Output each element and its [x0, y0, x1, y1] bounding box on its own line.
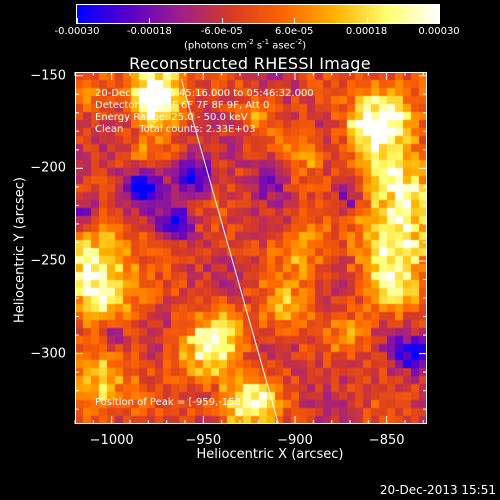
colorbar-tick — [294, 18, 296, 24]
colorbar-tick-label: 0.00018 — [345, 26, 388, 37]
colorbar-tick — [439, 18, 440, 24]
colorbar-tick — [221, 18, 223, 24]
colorbar-tick — [77, 18, 78, 24]
colorbar-tick — [149, 18, 151, 24]
annotation-clean-counts: Clean Total counts: 2.33E+03 — [95, 124, 256, 135]
colorbar-tick-label: -6.0e-05 — [200, 26, 243, 37]
units-exp: -2 — [295, 38, 303, 46]
x-tick-label: −900 — [277, 433, 313, 448]
units-part: (photons cm — [184, 40, 247, 52]
units-exp: -2 — [246, 38, 254, 46]
units-part: ) — [302, 40, 307, 52]
units-part: s — [253, 40, 263, 52]
solar-limb-line — [180, 79, 279, 425]
x-tick-label: −850 — [368, 433, 405, 448]
annotation-energy-range: Energy Range: 25.0 - 50.0 keV — [95, 112, 248, 123]
annotation-detectors: Detectors: 3F 5F 6F 7F 8F 9F, Att 0 — [95, 100, 270, 111]
y-tick-label: −200 — [30, 160, 66, 176]
y-tick-label: −150 — [30, 68, 66, 84]
plot-timestamp: 20-Dec-2013 15:51 — [379, 483, 496, 497]
x-axis-label: Heliocentric X (arcsec) — [196, 447, 344, 462]
x-tick-label: −1000 — [89, 433, 134, 448]
y-tick-label: −300 — [30, 346, 66, 362]
chart-title: Reconstructed RHESSI Image — [129, 54, 371, 73]
units-exp: -1 — [262, 38, 270, 46]
colorbar-units: (photons cm-2 s-1 asec-2) — [184, 38, 306, 51]
annotation-time-range: 20-Dec-2013 05:45:16.000 to 05:46:32.000 — [95, 88, 314, 99]
heatmap-image — [75, 72, 427, 424]
colorbar-tick-label: -0.00030 — [54, 26, 100, 37]
axis-ticks — [74, 72, 427, 424]
y-tick-label: −250 — [30, 253, 66, 269]
x-tick-label: −950 — [185, 433, 222, 448]
colorbar — [76, 4, 440, 24]
units-part: asec — [269, 40, 296, 52]
y-axis-label: Heliocentric Y (arcsec) — [12, 177, 28, 323]
annotation-peak-position: Position of Peak = [-959,-158] — [95, 397, 245, 408]
colorbar-tick — [366, 18, 368, 24]
colorbar-tick-label: -0.00018 — [126, 26, 172, 37]
colorbar-tick-label: 0.00030 — [418, 26, 460, 37]
colorbar-tick-label: 6.0e-05 — [274, 26, 314, 37]
plot-frame — [75, 72, 427, 424]
